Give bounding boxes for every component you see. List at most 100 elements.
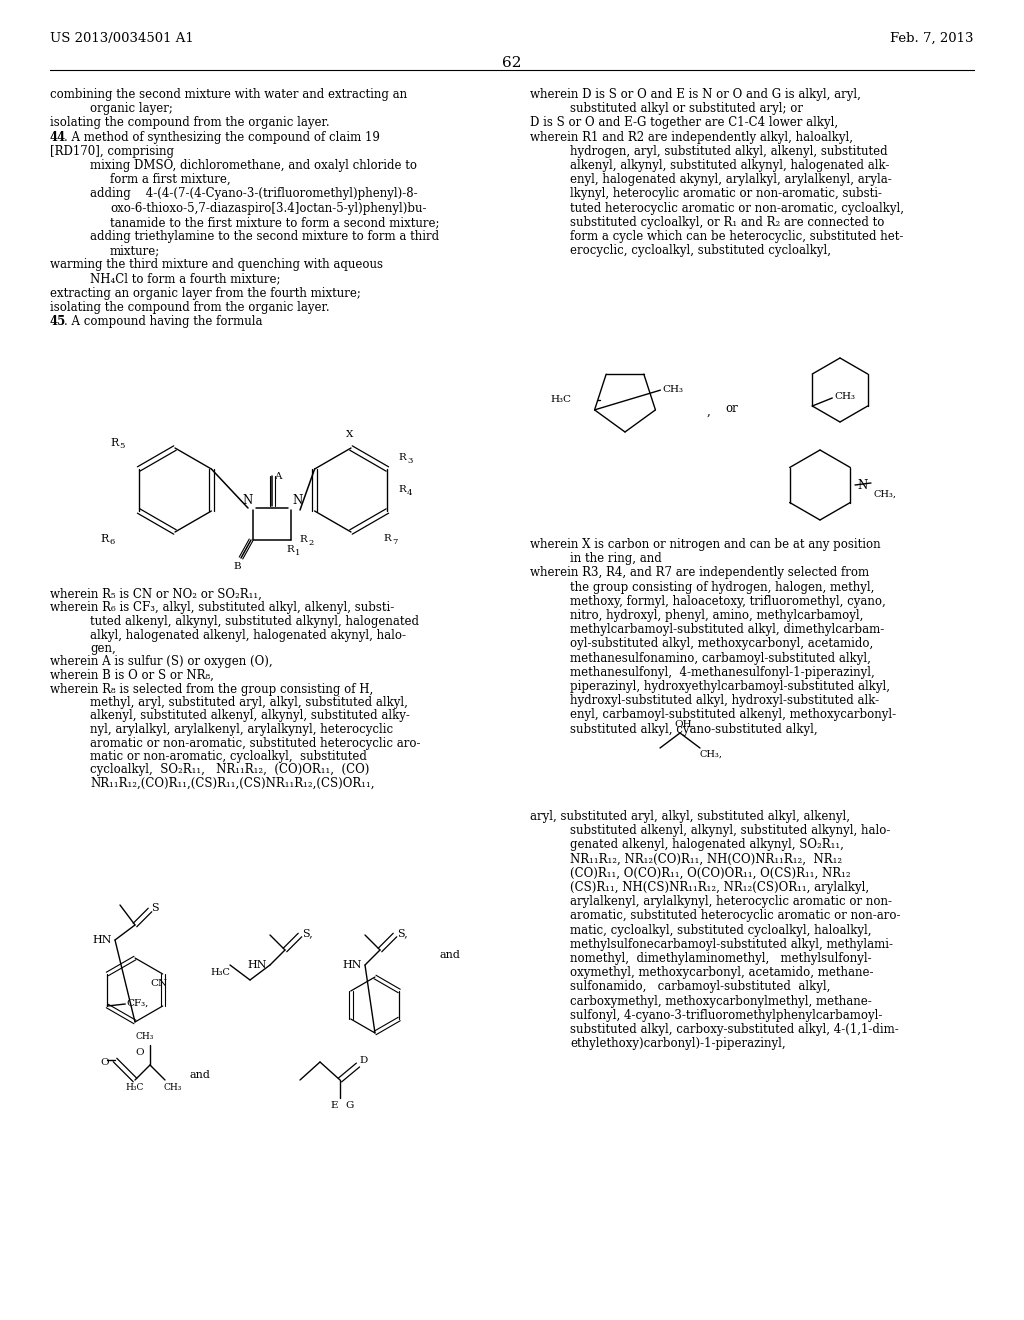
Text: CH₃,: CH₃, bbox=[873, 490, 896, 499]
Text: 5: 5 bbox=[119, 442, 124, 450]
Text: D: D bbox=[359, 1056, 368, 1065]
Text: substituted alkyl, cyano-substituted alkyl,: substituted alkyl, cyano-substituted alk… bbox=[570, 722, 817, 735]
Text: S,: S, bbox=[302, 928, 312, 939]
Text: Feb. 7, 2013: Feb. 7, 2013 bbox=[891, 32, 974, 45]
Text: E: E bbox=[330, 1101, 338, 1110]
Text: sulfonyl, 4-cyano-3-trifluoromethylphenylcarbamoyl-: sulfonyl, 4-cyano-3-trifluoromethylpheny… bbox=[570, 1008, 883, 1022]
Text: oxo-6-thioxo-5,7-diazaspiro[3.4]octan-5-yl)phenyl)bu-: oxo-6-thioxo-5,7-diazaspiro[3.4]octan-5-… bbox=[110, 202, 427, 215]
Text: alkenyl, alkynyl, substituted alkynyl, halogenated alk-: alkenyl, alkynyl, substituted alkynyl, h… bbox=[570, 158, 890, 172]
Text: aryl, substituted aryl, alkyl, substituted alkyl, alkenyl,: aryl, substituted aryl, alkyl, substitut… bbox=[530, 810, 850, 822]
Text: substituted alkyl, carboxy-substituted alkyl, 4-(1,1-dim-: substituted alkyl, carboxy-substituted a… bbox=[570, 1023, 899, 1036]
Text: HN: HN bbox=[92, 935, 112, 945]
Text: genated alkenyl, halogenated alkynyl, SO₂R₁₁,: genated alkenyl, halogenated alkynyl, SO… bbox=[570, 838, 844, 851]
Text: substituted alkenyl, alkynyl, substituted alkynyl, halo-: substituted alkenyl, alkynyl, substitute… bbox=[570, 824, 891, 837]
Text: adding    4-(4-(7-(4-Cyano-3-(trifluoromethyl)phenyl)-8-: adding 4-(4-(7-(4-Cyano-3-(trifluorometh… bbox=[90, 187, 418, 201]
Text: H₃C: H₃C bbox=[125, 1082, 143, 1092]
Text: tanamide to the first mixture to form a second mixture;: tanamide to the first mixture to form a … bbox=[110, 215, 439, 228]
Text: enyl, carbamoyl-substituted alkenyl, methoxycarbonyl-: enyl, carbamoyl-substituted alkenyl, met… bbox=[570, 709, 896, 722]
Text: S: S bbox=[151, 903, 159, 913]
Text: 6: 6 bbox=[109, 539, 115, 546]
Text: R: R bbox=[398, 484, 406, 494]
Text: D is S or O and E-G together are C1-C4 lower alkyl,: D is S or O and E-G together are C1-C4 l… bbox=[530, 116, 838, 129]
Text: NR₁₁R₁₂,(CO)R₁₁,(CS)R₁₁,(CS)NR₁₁R₁₂,(CS)OR₁₁,: NR₁₁R₁₂,(CO)R₁₁,(CS)R₁₁,(CS)NR₁₁R₁₂,(CS)… bbox=[90, 777, 375, 789]
Text: isolating the compound from the organic layer.: isolating the compound from the organic … bbox=[50, 301, 330, 314]
Text: [RD170], comprising: [RD170], comprising bbox=[50, 145, 174, 158]
Text: H₃C: H₃C bbox=[550, 395, 571, 404]
Text: CH₃: CH₃ bbox=[135, 1032, 154, 1041]
Text: 3: 3 bbox=[407, 457, 413, 465]
Text: methyl, aryl, substituted aryl, alkyl, substituted alkyl,: methyl, aryl, substituted aryl, alkyl, s… bbox=[90, 696, 408, 709]
Text: isolating the compound from the organic layer.: isolating the compound from the organic … bbox=[50, 116, 330, 129]
Text: sulfonamido,   carbamoyl-substituted  alkyl,: sulfonamido, carbamoyl-substituted alkyl… bbox=[570, 981, 830, 994]
Text: adding triethylamine to the second mixture to form a third: adding triethylamine to the second mixtu… bbox=[90, 230, 439, 243]
Text: alkenyl, substituted alkenyl, alkynyl, substituted alky-: alkenyl, substituted alkenyl, alkynyl, s… bbox=[90, 710, 410, 722]
Text: piperazinyl, hydroxyethylcarbamoyl-substituted alkyl,: piperazinyl, hydroxyethylcarbamoyl-subst… bbox=[570, 680, 890, 693]
Text: wherein D is S or O and E is N or O and G is alkyl, aryl,: wherein D is S or O and E is N or O and … bbox=[530, 88, 861, 102]
Text: A: A bbox=[274, 473, 282, 480]
Text: mixing DMSO, dichloromethane, and oxalyl chloride to: mixing DMSO, dichloromethane, and oxalyl… bbox=[90, 158, 417, 172]
Text: alkyl, halogenated alkenyl, halogenated akynyl, halo-: alkyl, halogenated alkenyl, halogenated … bbox=[90, 628, 406, 642]
Text: nyl, arylalkyl, arylalkenyl, arylalkynyl, heterocyclic: nyl, arylalkyl, arylalkenyl, arylalkynyl… bbox=[90, 723, 393, 737]
Text: N: N bbox=[292, 494, 302, 507]
Text: hydroxyl-substituted alkyl, hydroxyl-substituted alk-: hydroxyl-substituted alkyl, hydroxyl-sub… bbox=[570, 694, 880, 708]
Text: OH: OH bbox=[674, 719, 691, 729]
Text: enyl, halogenated akynyl, arylalkyl, arylalkenyl, aryla-: enyl, halogenated akynyl, arylalkyl, ary… bbox=[570, 173, 892, 186]
Text: (CS)R₁₁, NH(CS)NR₁₁R₁₂, NR₁₂(CS)OR₁₁, arylalkyl,: (CS)R₁₁, NH(CS)NR₁₁R₁₂, NR₁₂(CS)OR₁₁, ar… bbox=[570, 880, 869, 894]
Text: 2: 2 bbox=[308, 539, 313, 546]
Text: CH₃: CH₃ bbox=[163, 1082, 181, 1092]
Text: NH₄Cl to form a fourth mixture;: NH₄Cl to form a fourth mixture; bbox=[90, 273, 281, 285]
Text: 1: 1 bbox=[295, 549, 300, 557]
Text: gen,: gen, bbox=[90, 642, 116, 655]
Text: wherein A is sulfur (S) or oxygen (O),: wherein A is sulfur (S) or oxygen (O), bbox=[50, 656, 272, 668]
Text: tuted alkenyl, alkynyl, substituted alkynyl, halogenated: tuted alkenyl, alkynyl, substituted alky… bbox=[90, 615, 419, 628]
Text: methanesulfonyl,  4-methanesulfonyl-1-piperazinyl,: methanesulfonyl, 4-methanesulfonyl-1-pip… bbox=[570, 665, 874, 678]
Text: form a first mixture,: form a first mixture, bbox=[110, 173, 230, 186]
Text: oxymethyl, methoxycarbonyl, acetamido, methane-: oxymethyl, methoxycarbonyl, acetamido, m… bbox=[570, 966, 873, 979]
Text: CN: CN bbox=[151, 979, 168, 987]
Text: aromatic, substituted heterocyclic aromatic or non-aro-: aromatic, substituted heterocyclic aroma… bbox=[570, 909, 900, 923]
Text: HN: HN bbox=[247, 960, 266, 970]
Text: R: R bbox=[286, 545, 294, 554]
Text: in the ring, and: in the ring, and bbox=[570, 552, 662, 565]
Text: nomethyl,  dimethylaminomethyl,   methylsulfonyl-: nomethyl, dimethylaminomethyl, methylsul… bbox=[570, 952, 871, 965]
Text: tuted heterocyclic aromatic or non-aromatic, cycloalkyl,: tuted heterocyclic aromatic or non-aroma… bbox=[570, 202, 904, 215]
Text: R: R bbox=[110, 438, 118, 447]
Text: US 2013/0034501 A1: US 2013/0034501 A1 bbox=[50, 32, 194, 45]
Text: extracting an organic layer from the fourth mixture;: extracting an organic layer from the fou… bbox=[50, 286, 360, 300]
Text: ethylethoxy)carbonyl)-1-piperazinyl,: ethylethoxy)carbonyl)-1-piperazinyl, bbox=[570, 1038, 785, 1051]
Text: wherein R₆ is CF₃, alkyl, substituted alkyl, alkenyl, substi-: wherein R₆ is CF₃, alkyl, substituted al… bbox=[50, 602, 394, 615]
Text: combining the second mixture with water and extracting an: combining the second mixture with water … bbox=[50, 88, 408, 102]
Text: hydrogen, aryl, substituted alkyl, alkenyl, substituted: hydrogen, aryl, substituted alkyl, alken… bbox=[570, 145, 888, 158]
Text: methoxy, formyl, haloacetoxy, trifluoromethyl, cyano,: methoxy, formyl, haloacetoxy, trifluorom… bbox=[570, 595, 886, 607]
Text: 62: 62 bbox=[502, 55, 522, 70]
Text: HN: HN bbox=[342, 960, 361, 970]
Text: NR₁₁R₁₂, NR₁₂(CO)R₁₁, NH(CO)NR₁₁R₁₂,  NR₁₂: NR₁₁R₁₂, NR₁₂(CO)R₁₁, NH(CO)NR₁₁R₁₂, NR₁… bbox=[570, 853, 842, 866]
Text: R: R bbox=[299, 535, 307, 544]
Text: CF₃,: CF₃, bbox=[126, 999, 148, 1008]
Text: CH₃,: CH₃, bbox=[700, 750, 723, 759]
Text: B: B bbox=[233, 562, 241, 572]
Text: H₃C: H₃C bbox=[210, 968, 229, 977]
Text: warming the third mixture and quenching with aqueous: warming the third mixture and quenching … bbox=[50, 259, 383, 272]
Text: ,: , bbox=[707, 405, 711, 418]
Text: and: and bbox=[190, 1071, 211, 1080]
Text: methylsulfonecarbamoyl-substituted alkyl, methylami-: methylsulfonecarbamoyl-substituted alkyl… bbox=[570, 937, 893, 950]
Text: erocyclic, cycloalkyl, substituted cycloalkyl,: erocyclic, cycloalkyl, substituted cyclo… bbox=[570, 244, 831, 257]
Text: wherein R3, R4, and R7 are independently selected from: wherein R3, R4, and R7 are independently… bbox=[530, 566, 869, 579]
Text: methanesulfonamino, carbamoyl-substituted alkyl,: methanesulfonamino, carbamoyl-substitute… bbox=[570, 652, 870, 664]
Text: 44: 44 bbox=[50, 131, 67, 144]
Text: matic, cycloalkyl, substituted cycloalkyl, haloalkyl,: matic, cycloalkyl, substituted cycloalky… bbox=[570, 924, 871, 937]
Text: S,: S, bbox=[397, 928, 408, 939]
Text: wherein R₅ is CN or NO₂ or SO₂R₁₁,: wherein R₅ is CN or NO₂ or SO₂R₁₁, bbox=[50, 587, 262, 601]
Text: substituted alkyl or substituted aryl; or: substituted alkyl or substituted aryl; o… bbox=[570, 102, 803, 115]
Text: nitro, hydroxyl, phenyl, amino, methylcarbamoyl,: nitro, hydroxyl, phenyl, amino, methylca… bbox=[570, 609, 863, 622]
Text: N: N bbox=[242, 494, 252, 507]
Text: R: R bbox=[383, 535, 391, 543]
Text: matic or non-aromatic, cycloalkyl,  substituted: matic or non-aromatic, cycloalkyl, subst… bbox=[90, 750, 367, 763]
Text: organic layer;: organic layer; bbox=[90, 102, 173, 115]
Text: wherein X is carbon or nitrogen and can be at any position: wherein X is carbon or nitrogen and can … bbox=[530, 539, 881, 550]
Text: . A compound having the formula: . A compound having the formula bbox=[63, 315, 262, 329]
Text: O: O bbox=[135, 1048, 143, 1057]
Text: X: X bbox=[346, 430, 353, 440]
Text: the group consisting of hydrogen, halogen, methyl,: the group consisting of hydrogen, haloge… bbox=[570, 581, 874, 594]
